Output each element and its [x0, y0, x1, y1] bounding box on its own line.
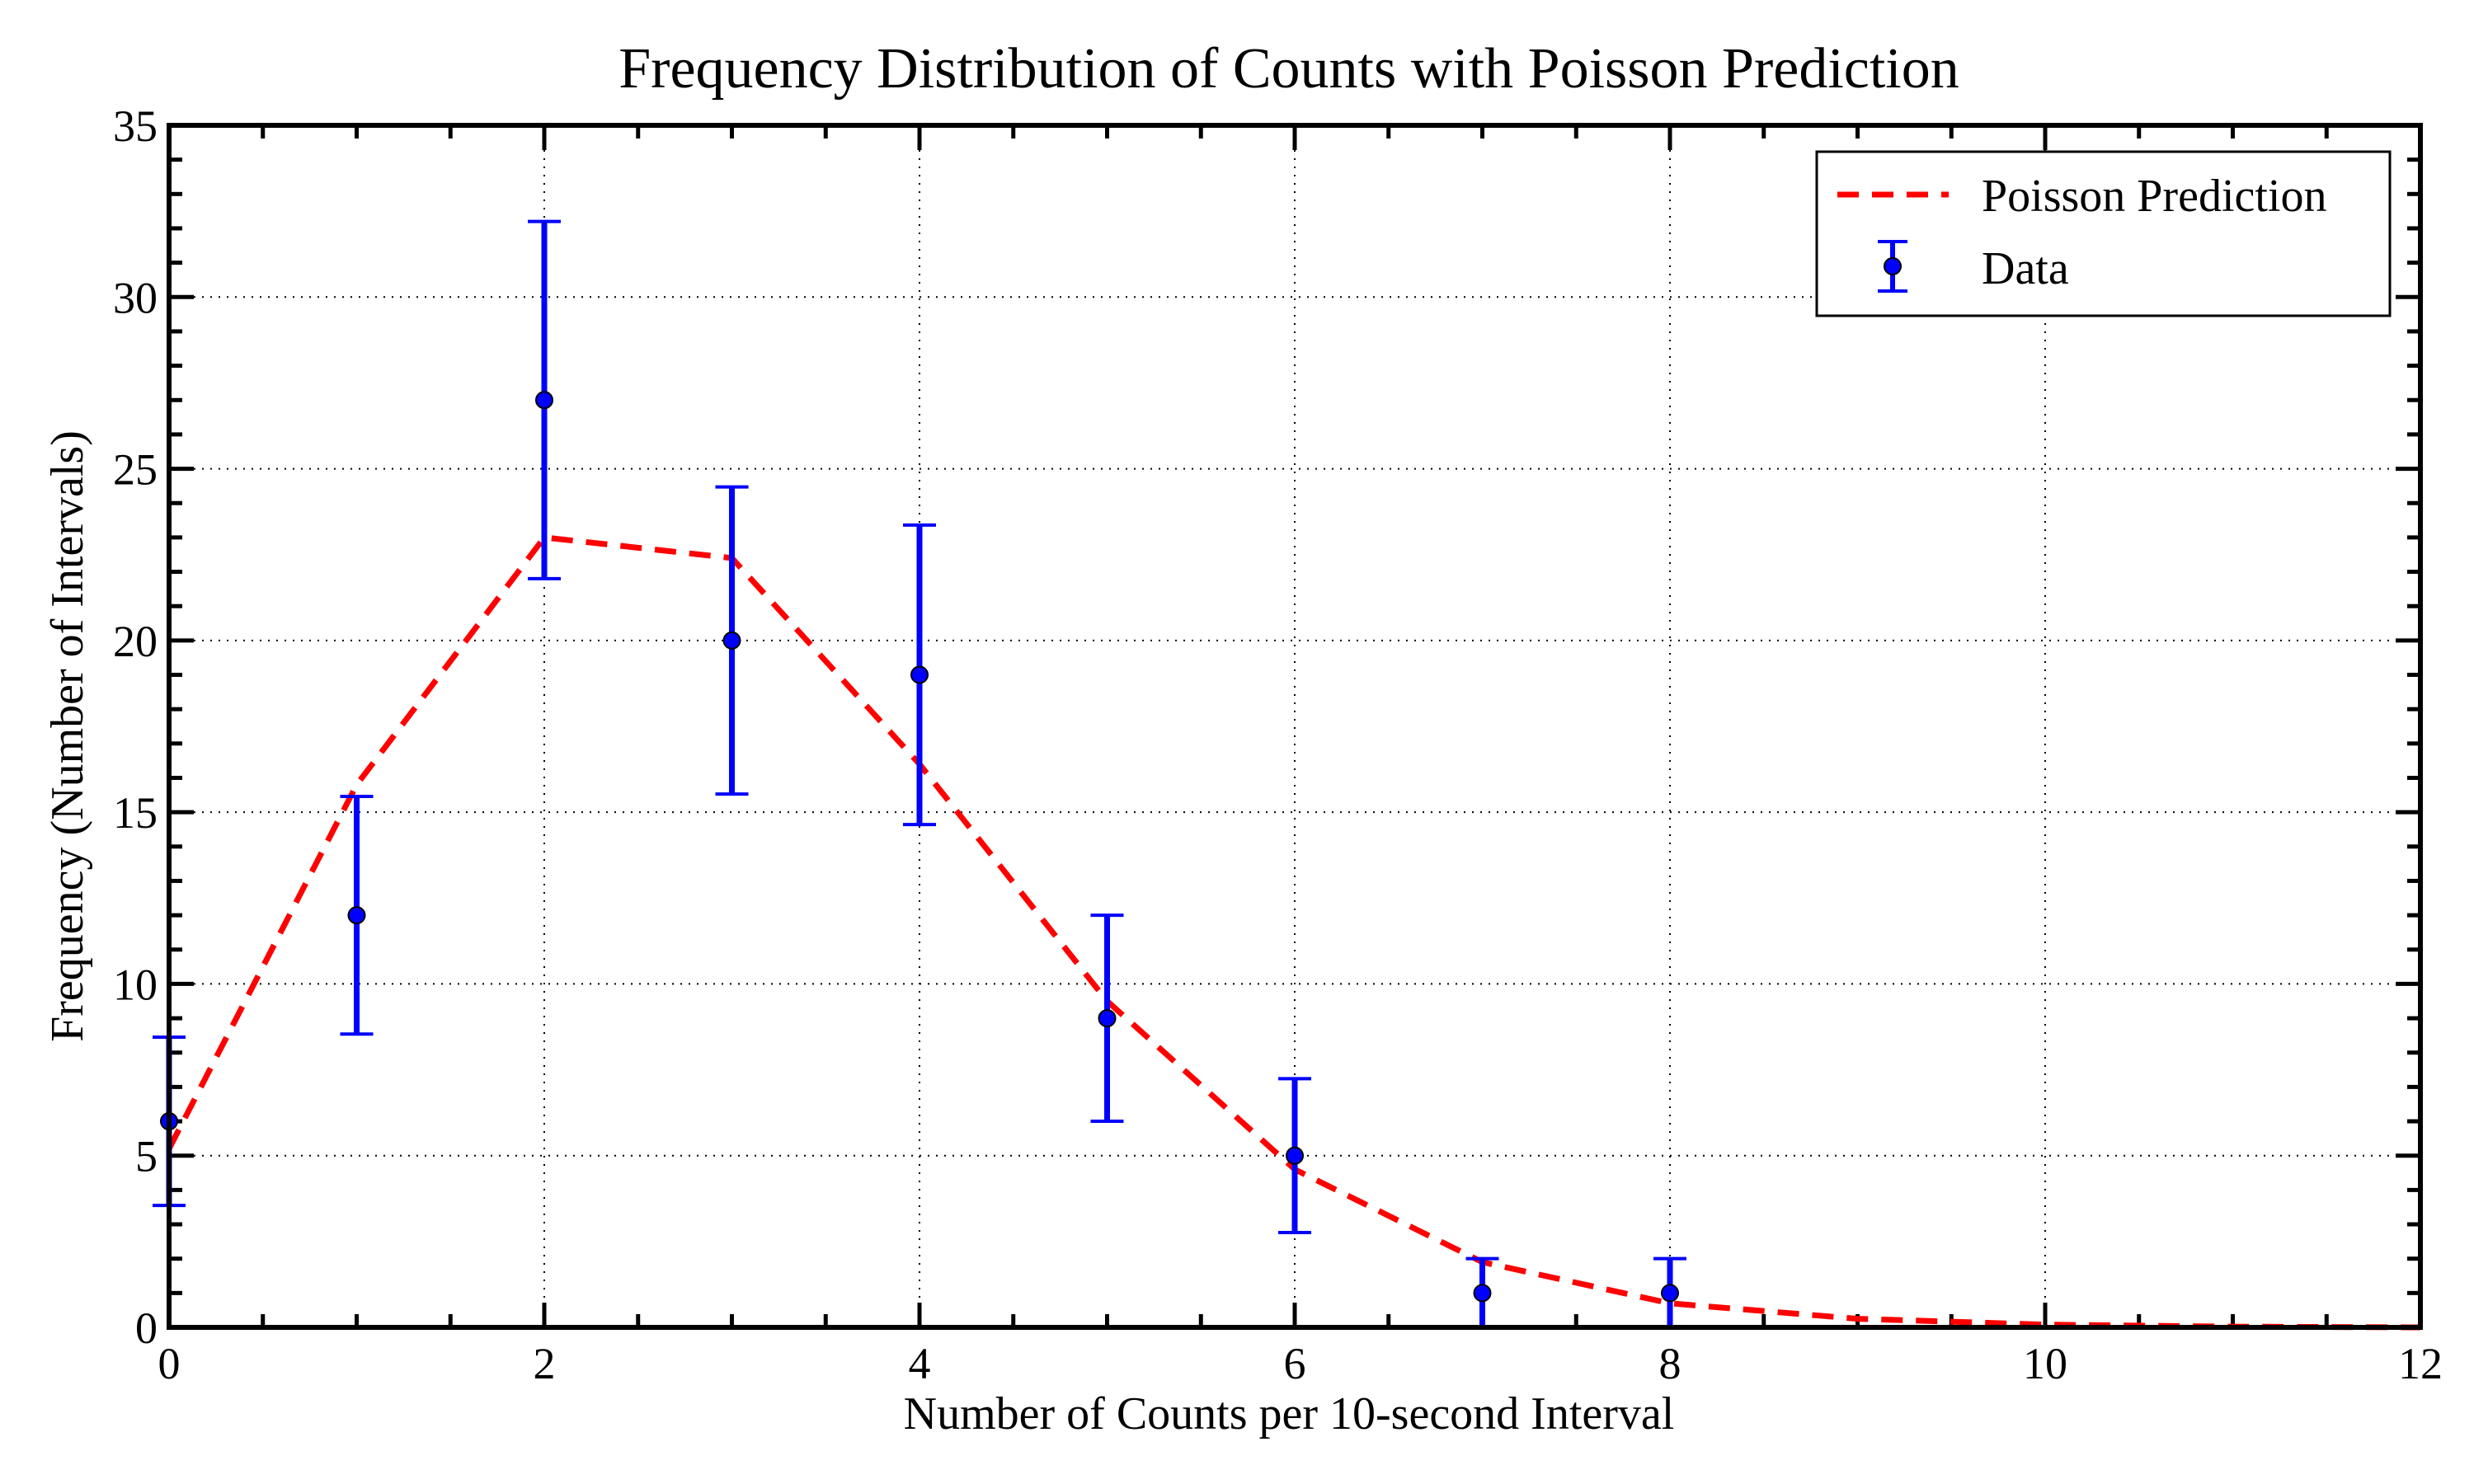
data-point	[340, 794, 374, 1036]
legend-swatch-data	[1878, 240, 1907, 293]
data-point	[1653, 1256, 1686, 1329]
data-marker	[722, 631, 741, 650]
data-marker	[1473, 1284, 1492, 1303]
x-tick-label: 4	[909, 1339, 931, 1388]
y-tick-label: 15	[113, 788, 158, 838]
legend-box	[1815, 150, 2392, 317]
y-tick-label: 35	[113, 101, 158, 151]
x-tick-label: 12	[2398, 1339, 2443, 1388]
legend: Poisson Prediction Data	[1815, 150, 2392, 317]
data-marker	[535, 391, 553, 410]
data-marker	[347, 906, 366, 925]
y-tick-label: 0	[135, 1303, 158, 1353]
data-point	[903, 523, 936, 827]
data-marker	[1661, 1284, 1679, 1303]
data-marker	[1098, 1009, 1117, 1028]
data-point	[1278, 1077, 1311, 1235]
data-series	[153, 219, 1686, 1329]
x-tick-label: 6	[1284, 1339, 1306, 1388]
data-point	[1090, 913, 1124, 1124]
y-tick-label: 20	[113, 617, 158, 666]
y-tick-label: 30	[113, 273, 158, 322]
data-point	[528, 219, 561, 580]
x-axis-label: Number of Counts per 10-second Interval	[904, 1388, 1675, 1439]
legend-marker-dot	[1884, 257, 1902, 275]
x-tick-label: 10	[2023, 1339, 2067, 1388]
data-point	[715, 485, 749, 796]
data-marker	[910, 665, 929, 684]
y-tick-label: 5	[135, 1132, 158, 1181]
x-tick-label: 8	[1659, 1339, 1681, 1388]
plot-frame	[167, 123, 2423, 1330]
chart-title: Frequency Distribution of Counts with Po…	[618, 37, 1959, 101]
data-marker	[1286, 1146, 1304, 1165]
y-tick-label: 25	[113, 445, 158, 495]
y-axis-label: Frequency (Number of Intervals)	[42, 430, 93, 1042]
legend-label-poisson: Poisson Prediction	[1982, 171, 2326, 222]
legend-label-data: Data	[1982, 243, 2069, 294]
x-tick-label: 2	[534, 1339, 556, 1388]
y-tick-label: 10	[113, 960, 158, 1009]
tick-labels: 0 2 4 6 8 10 12 0 5 10 15 20 25 30 35	[113, 101, 2443, 1388]
plot-area	[153, 219, 2421, 1331]
data-point	[1465, 1256, 1499, 1329]
x-tick-label: 0	[158, 1339, 181, 1388]
